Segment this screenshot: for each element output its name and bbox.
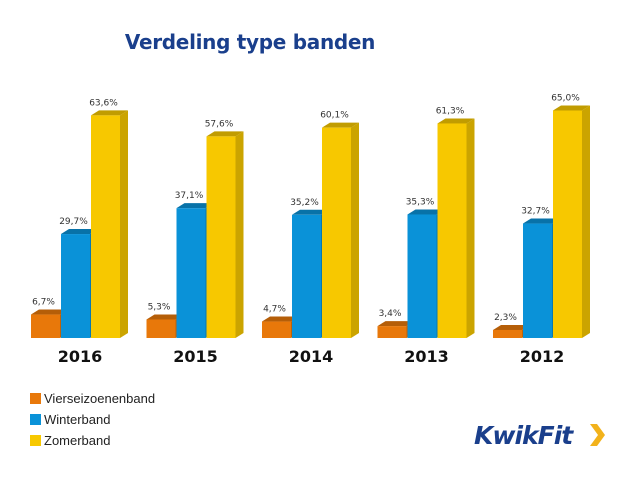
bar-side <box>351 122 359 339</box>
bar-front <box>146 319 176 338</box>
bar-top <box>61 229 98 235</box>
legend-item-zomerband: Zomerband <box>30 430 155 451</box>
kwikfit-logo: KwikFit <box>474 421 605 450</box>
category-label: 2016 <box>58 347 103 366</box>
bar-front <box>206 136 236 338</box>
bar-top <box>91 110 128 116</box>
bar-top <box>523 218 560 224</box>
bar-top <box>176 203 214 209</box>
data-label: 37,1% <box>175 191 204 201</box>
bar-front <box>61 234 90 338</box>
category-label: 2013 <box>404 347 449 366</box>
bar-side <box>235 131 244 338</box>
bar-top <box>437 118 475 124</box>
data-label: 6,7% <box>32 298 55 308</box>
bar-zomerband-2014 <box>322 122 359 339</box>
bar-front <box>176 208 206 338</box>
bar-front <box>262 321 291 338</box>
bar-front <box>31 314 60 338</box>
data-label: 61,3% <box>436 106 465 116</box>
data-label: 60,1% <box>320 111 349 121</box>
data-label: 65,0% <box>551 94 580 104</box>
logo-text: KwikFit <box>474 421 574 450</box>
bar-front <box>553 110 582 338</box>
bar-front <box>377 326 407 338</box>
bar-top <box>262 316 299 322</box>
data-label: 63,6% <box>89 98 118 108</box>
chart-title: Verdeling type banden <box>124 30 376 54</box>
data-label: 4,7% <box>263 305 286 315</box>
category-label: 2014 <box>289 347 334 366</box>
bar-top <box>377 321 415 327</box>
data-label: 32,7% <box>521 207 550 217</box>
data-label: 35,2% <box>290 198 319 208</box>
legend-label: Winterband <box>44 412 111 427</box>
chevron-right-icon <box>590 424 605 446</box>
bar-zomerband-2015 <box>206 131 244 338</box>
legend-item-winterband: Winterband <box>30 409 155 430</box>
bar-top <box>206 131 244 137</box>
bar-zomerband-2012 <box>553 105 590 338</box>
category-label: 2012 <box>520 347 565 366</box>
data-label: 57,6% <box>205 119 234 129</box>
legend: Vierseizoenenband Winterband Zomerband <box>30 388 155 451</box>
bar-top <box>292 209 329 215</box>
bar-front <box>292 214 321 338</box>
legend-swatch <box>30 414 41 425</box>
bar-side <box>466 118 475 338</box>
bar-top <box>322 122 359 128</box>
data-label: 5,3% <box>148 302 171 312</box>
bar-zomerband-2016 <box>91 110 128 339</box>
bar-side <box>582 105 590 338</box>
bar-front <box>437 123 467 338</box>
legend-label: Zomerband <box>44 433 111 448</box>
legend-label: Vierseizoenenband <box>44 391 156 406</box>
bar-top <box>553 105 590 111</box>
bar-front <box>322 127 351 339</box>
bar-front <box>407 214 437 338</box>
data-label: 29,7% <box>59 217 88 227</box>
bar-chart: 6,7% 29,7% 63,6% 2016 5,3% 37,1% 57,6% 2015 4,7%… <box>31 94 590 366</box>
bar-top <box>146 314 184 320</box>
legend-swatch <box>30 393 41 404</box>
legend-swatch <box>30 435 41 446</box>
data-label: 2,3% <box>494 313 517 323</box>
bar-front <box>523 223 552 338</box>
bar-top <box>31 309 68 315</box>
bar-zomerband-2013 <box>437 118 475 338</box>
category-label: 2015 <box>173 347 218 366</box>
data-label: 3,4% <box>379 309 402 319</box>
legend-item-vierseizoenenband: Vierseizoenenband <box>30 388 155 409</box>
bar-side <box>120 110 128 339</box>
data-label: 35,3% <box>406 197 435 207</box>
bar-top <box>493 324 530 330</box>
bar-top <box>407 209 445 215</box>
bar-front <box>493 329 522 338</box>
bar-front <box>91 115 120 339</box>
